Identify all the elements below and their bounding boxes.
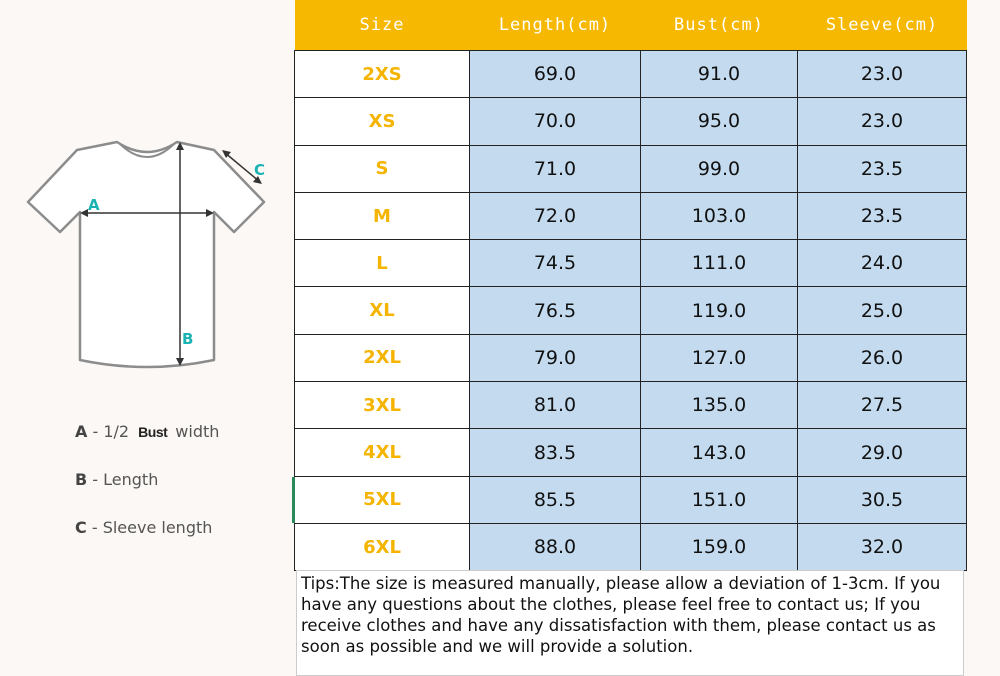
value-cell: 69.0: [469, 49, 641, 99]
value-cell: 79.0: [469, 333, 641, 383]
value-cell: 32.0: [797, 522, 967, 572]
value-cell: 74.5: [469, 239, 641, 288]
size-cell: XS: [294, 97, 470, 146]
table-row: 2XL 79.0 127.0 26.0: [294, 333, 967, 383]
value-cell: 72.0: [469, 191, 641, 241]
value-cell: 25.0: [797, 286, 967, 335]
table-row: S 71.0 99.0 23.5: [294, 144, 967, 193]
size-cell: S: [294, 144, 470, 193]
value-cell: 85.5: [469, 475, 641, 524]
row-marker: [292, 477, 295, 523]
value-cell: 127.0: [640, 333, 798, 383]
value-cell: 151.0: [640, 475, 798, 524]
table-row: 4XL 83.5 143.0 29.0: [294, 428, 967, 477]
value-cell: 26.0: [797, 333, 967, 383]
value-cell: 111.0: [640, 239, 798, 288]
value-cell: 81.0: [469, 381, 641, 430]
table-row: 2XS 69.0 91.0 23.0: [294, 49, 967, 99]
value-cell: 71.0: [469, 144, 641, 193]
legend-row-a: A - 1/2 Bust width: [75, 422, 220, 441]
value-cell: 143.0: [640, 428, 798, 477]
value-cell: 76.5: [469, 286, 641, 335]
value-cell: 27.5: [797, 381, 967, 430]
size-cell: 5XL: [294, 475, 470, 524]
length-arrow: [176, 142, 184, 366]
value-cell: 83.5: [469, 428, 641, 477]
size-chart: Size Length(cm) Bust(cm) Sleeve(cm) 2XS 6…: [294, 0, 967, 572]
tips-note: Tips:The size is measured manually, plea…: [296, 570, 964, 676]
table-row: L 74.5 111.0 24.0: [294, 239, 967, 288]
label-a: A: [88, 196, 100, 214]
diagram-panel: A B C A - 1/2 Bust width B - Length C - S…: [0, 0, 294, 676]
value-cell: 119.0: [640, 286, 798, 335]
value-cell: 30.5: [797, 475, 967, 524]
legend-row-b: B - Length: [75, 470, 159, 489]
measurement-legend: A - 1/2 Bust width B - Length C - Sleeve …: [75, 420, 219, 564]
size-cell: 2XS: [294, 49, 470, 99]
table-body: 2XS 69.0 91.0 23.0 XS 70.0 95.0 23.0 S 71.0 99.0 23…: [294, 49, 967, 572]
table-row: 5XL 85.5 151.0 30.5: [294, 475, 967, 524]
value-cell: 95.0: [640, 97, 798, 146]
value-cell: 24.0: [797, 239, 967, 288]
tshirt-outline: [26, 140, 266, 369]
header-length: Length(cm): [469, 0, 641, 51]
value-cell: 159.0: [640, 522, 798, 572]
header-size: Size: [294, 0, 470, 51]
value-cell: 29.0: [797, 428, 967, 477]
label-b: B: [182, 330, 193, 348]
value-cell: 23.5: [797, 191, 967, 241]
table-header-row: Size Length(cm) Bust(cm) Sleeve(cm): [294, 0, 967, 51]
header-sleeve: Sleeve(cm): [797, 0, 967, 51]
value-cell: 99.0: [640, 144, 798, 193]
value-cell: 70.0: [469, 97, 641, 146]
value-cell: 135.0: [640, 381, 798, 430]
table-row: XL 76.5 119.0 25.0: [294, 286, 967, 335]
size-cell: 2XL: [294, 333, 470, 383]
size-cell: 4XL: [294, 428, 470, 477]
tshirt-diagram: A B C: [26, 140, 266, 369]
table-row: 6XL 88.0 159.0 32.0: [294, 522, 967, 572]
legend-row-c: C - Sleeve length: [75, 518, 213, 537]
bust-arrow: [80, 209, 214, 217]
table-row: 3XL 81.0 135.0 27.5: [294, 381, 967, 430]
size-cell: XL: [294, 286, 470, 335]
sleeve-arrow: [222, 150, 262, 184]
table-row: XS 70.0 95.0 23.0: [294, 97, 967, 146]
label-c: C: [254, 161, 265, 179]
size-cell: M: [294, 191, 470, 241]
size-cell: L: [294, 239, 470, 288]
value-cell: 23.0: [797, 97, 967, 146]
value-cell: 23.5: [797, 144, 967, 193]
value-cell: 88.0: [469, 522, 641, 572]
size-cell: 6XL: [294, 522, 470, 572]
table-row: M 72.0 103.0 23.5: [294, 191, 967, 241]
value-cell: 91.0: [640, 49, 798, 99]
value-cell: 103.0: [640, 191, 798, 241]
header-bust: Bust(cm): [640, 0, 798, 51]
tshirt-collar: [119, 143, 175, 158]
size-cell: 3XL: [294, 381, 470, 430]
size-table: Size Length(cm) Bust(cm) Sleeve(cm) 2XS 6…: [294, 0, 967, 572]
value-cell: 23.0: [797, 49, 967, 99]
